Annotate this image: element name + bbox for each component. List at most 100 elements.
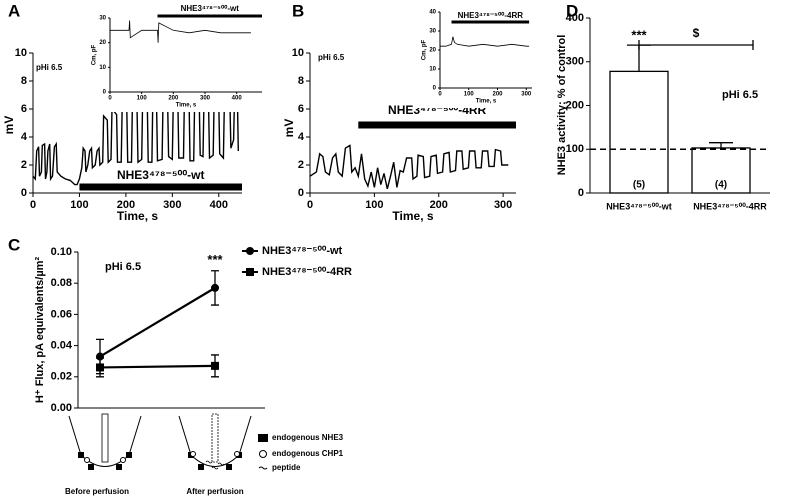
nhe3-icon bbox=[88, 464, 94, 470]
y-tick-label: 4 bbox=[21, 131, 28, 143]
n-label: (5) bbox=[633, 180, 645, 191]
nhe3-icon bbox=[78, 452, 84, 458]
x-tick-label: 400 bbox=[232, 96, 243, 102]
significance: *** bbox=[631, 28, 647, 43]
x-tick-label: 100 bbox=[464, 92, 475, 98]
significance: *** bbox=[207, 252, 223, 267]
y-tick-label: 0.08 bbox=[51, 277, 72, 289]
y-axis-title: NHE3 activity; % of control bbox=[556, 35, 568, 176]
inset-frame bbox=[414, 0, 536, 108]
legend-nhe3-icon bbox=[258, 434, 268, 442]
legend-chp1-icon bbox=[259, 450, 267, 458]
nhe3-icon bbox=[198, 464, 204, 470]
y-tick-label: 30 bbox=[429, 29, 436, 35]
x-tick-label: 0 bbox=[108, 96, 112, 102]
cell-label: Before perfusion bbox=[65, 487, 129, 496]
y-axis-title: H⁺ Flux, pA equivalents/µm² bbox=[34, 257, 46, 404]
chp1-icon bbox=[120, 457, 126, 463]
bar bbox=[691, 147, 751, 194]
diagram-legend-label: peptide bbox=[272, 463, 301, 472]
condition-label: pHi 6.5 bbox=[105, 261, 141, 273]
chp1-icon bbox=[234, 451, 240, 457]
marker bbox=[246, 247, 254, 255]
x-tick-label: 0 bbox=[30, 199, 36, 211]
pipette bbox=[211, 413, 219, 463]
y-tick-label: 0 bbox=[298, 187, 304, 199]
y-tick-label: 2 bbox=[298, 159, 304, 171]
n-label: (4) bbox=[715, 180, 727, 191]
perfusion-label: NHE3⁴⁷⁸⁻⁵⁰⁰-4RR bbox=[458, 11, 524, 20]
x-tick-label: 300 bbox=[521, 92, 532, 98]
y-axis-title: Cm, pF bbox=[422, 40, 428, 61]
y-tick-label: 100 bbox=[566, 143, 584, 155]
condition-label: pHi 6.5 bbox=[722, 89, 758, 101]
x-tick-label: 100 bbox=[70, 199, 88, 211]
chp1-icon bbox=[190, 451, 196, 457]
series-line bbox=[99, 364, 216, 369]
comparison-bracket bbox=[638, 40, 754, 50]
marker bbox=[211, 361, 219, 370]
x-tick-label: NHE3⁴⁷⁸⁻⁵⁰⁰-wt bbox=[606, 201, 672, 211]
diagram-legend-label: endogenous CHP1 bbox=[272, 449, 344, 458]
y-tick-label: 10 bbox=[429, 67, 436, 73]
comparison-label: $ bbox=[693, 26, 700, 40]
y-tick-label: 300 bbox=[566, 56, 584, 68]
marker bbox=[246, 268, 254, 276]
y-tick-label: 30 bbox=[99, 16, 106, 22]
x-tick-label: 200 bbox=[430, 199, 448, 211]
marker bbox=[96, 363, 104, 372]
y-tick-label: 200 bbox=[566, 99, 584, 111]
nhe3-icon bbox=[126, 452, 132, 458]
x-tick-label: 100 bbox=[137, 96, 148, 102]
chp1-icon bbox=[84, 457, 90, 463]
legend-label: NHE3⁴⁷⁸⁻⁵⁰⁰-wt bbox=[262, 245, 343, 257]
x-tick-label: 100 bbox=[365, 199, 383, 211]
x-tick-label: 300 bbox=[200, 96, 211, 102]
y-tick-label: 40 bbox=[429, 10, 436, 16]
marker bbox=[211, 283, 219, 292]
condition-label: pHi 6.5 bbox=[36, 63, 63, 72]
y-tick-label: 8 bbox=[298, 75, 304, 87]
pipette bbox=[101, 413, 109, 463]
peptide-icon bbox=[211, 466, 219, 470]
y-axis-title: mV bbox=[282, 119, 296, 138]
y-tick-label: 0 bbox=[433, 86, 437, 92]
x-tick-label: 300 bbox=[494, 199, 512, 211]
x-tick-label: 300 bbox=[163, 199, 181, 211]
nhe3-icon bbox=[116, 464, 122, 470]
y-tick-label: 0 bbox=[103, 90, 107, 96]
x-tick-label: 400 bbox=[210, 199, 228, 211]
x-axis-title: Time, s bbox=[476, 99, 497, 105]
cell-label: After perfusion bbox=[186, 487, 243, 496]
x-axis-title: Time, s bbox=[117, 209, 158, 223]
y-tick-label: 20 bbox=[429, 48, 436, 54]
series-line bbox=[99, 286, 216, 358]
panel-letter: D bbox=[566, 1, 578, 20]
x-tick-label: NHE3⁴⁷⁸⁻⁵⁰⁰-4RR bbox=[693, 201, 767, 211]
y-tick-label: 4 bbox=[298, 131, 305, 143]
diagram-legend-label: endogenous NHE3 bbox=[272, 433, 344, 442]
y-tick-label: 0.00 bbox=[51, 402, 72, 414]
y-tick-label: 0 bbox=[21, 187, 27, 199]
peptide-icon bbox=[205, 460, 213, 464]
bar bbox=[609, 70, 669, 194]
x-tick-label: 200 bbox=[168, 96, 179, 102]
x-tick-label: 200 bbox=[492, 92, 503, 98]
y-tick-label: 0 bbox=[578, 187, 584, 199]
y-tick-label: 2 bbox=[21, 159, 27, 171]
y-tick-label: 20 bbox=[99, 40, 106, 46]
legend-label: NHE3⁴⁷⁸⁻⁵⁰⁰-4RR bbox=[262, 266, 352, 278]
inset-frame bbox=[84, 2, 266, 112]
legend-peptide-icon bbox=[258, 466, 268, 470]
perfusion-label: NHE3⁴⁷⁸⁻⁵⁰⁰-wt bbox=[181, 4, 240, 13]
y-tick-label: 0.10 bbox=[51, 246, 72, 258]
panel-letter: A bbox=[8, 1, 20, 20]
trace bbox=[309, 144, 509, 189]
y-tick-label: 0.04 bbox=[51, 340, 73, 352]
condition-label: pHi 6.5 bbox=[318, 53, 345, 62]
panel-letter: C bbox=[8, 235, 20, 254]
x-tick-label: 200 bbox=[117, 199, 135, 211]
error-bar bbox=[709, 142, 733, 148]
